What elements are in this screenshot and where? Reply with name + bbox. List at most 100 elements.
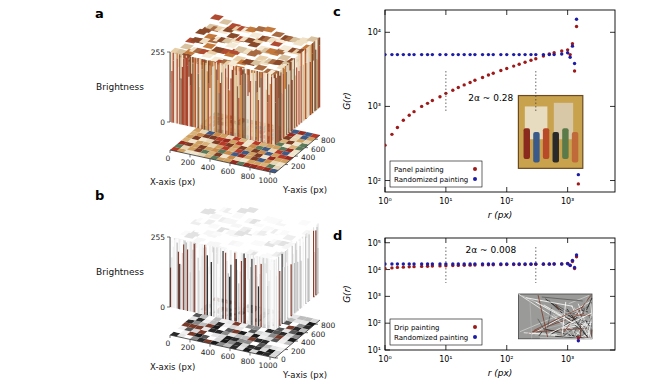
surface-front-top	[259, 257, 260, 274]
surface-front	[263, 258, 264, 328]
surface-front-top	[221, 248, 222, 258]
surface-front	[183, 244, 184, 310]
surface-front	[232, 70, 233, 136]
surface-front	[226, 261, 227, 319]
inset-figure	[533, 132, 539, 163]
surface-front-top	[243, 68, 244, 70]
surface-front-top	[204, 244, 205, 245]
surface-front-top	[208, 245, 209, 266]
fit-range-marker	[445, 247, 446, 283]
point	[575, 25, 578, 28]
x-tick	[385, 187, 386, 192]
surface-top	[271, 31, 285, 37]
surface-front	[258, 100, 259, 142]
surface-front-top	[174, 53, 175, 54]
surface-front-top	[236, 67, 237, 75]
surface-front	[217, 80, 218, 133]
point	[512, 64, 515, 67]
point	[571, 44, 574, 47]
point	[552, 53, 555, 56]
surface-front-top	[226, 250, 227, 262]
surface-front-top	[179, 54, 180, 80]
surface-front	[204, 245, 205, 315]
point	[560, 262, 563, 265]
surface-front	[234, 68, 235, 136]
surface-front	[213, 247, 214, 316]
points	[385, 18, 580, 186]
x-tick	[385, 345, 386, 350]
surface-side	[288, 248, 290, 318]
surface-front-top	[173, 53, 174, 61]
surface-front	[226, 77, 227, 134]
surface-front-top	[258, 256, 259, 286]
surface-side	[292, 246, 294, 316]
surface-front-top	[249, 69, 250, 92]
point	[517, 263, 520, 266]
x-tick-label: 1000	[258, 176, 277, 185]
surface-front	[221, 258, 222, 318]
x-tick-top	[385, 10, 386, 15]
point	[568, 264, 571, 267]
surface-front-top	[229, 250, 230, 276]
y-tick	[305, 332, 308, 333]
surface-front-top	[268, 259, 269, 281]
surface-top	[254, 212, 268, 218]
surface-front	[234, 253, 235, 322]
surface-front-top	[187, 56, 188, 65]
z-tick	[167, 122, 170, 123]
surface-front	[261, 264, 262, 327]
point	[444, 53, 447, 56]
surface-side	[304, 50, 306, 120]
surface-front-top	[200, 59, 201, 81]
surface-side	[295, 243, 297, 312]
legend-label: Randomized painting	[394, 176, 468, 184]
inset-painting	[518, 294, 592, 339]
surface-front-top	[272, 74, 273, 75]
point	[385, 143, 387, 146]
surface-side	[319, 228, 321, 292]
surface-front-top	[251, 70, 252, 73]
surface-front-top	[208, 60, 209, 83]
surface-front-top	[261, 72, 262, 78]
surface-front	[187, 65, 188, 126]
surface-front	[225, 68, 226, 134]
surface-top	[260, 235, 274, 241]
surface-front-top	[175, 238, 176, 240]
point	[505, 263, 508, 266]
surface-front	[240, 271, 241, 322]
y-tick-label: 10³	[368, 292, 381, 301]
surface-front	[196, 64, 197, 128]
point	[438, 262, 441, 265]
surface-front	[195, 243, 196, 313]
surface-side	[309, 234, 311, 301]
z-tick	[167, 52, 170, 53]
y-tick-label: 200	[291, 162, 306, 171]
inset-drip	[591, 303, 592, 316]
surface-front-top	[219, 248, 220, 277]
surface-top	[263, 27, 277, 33]
surface-front	[263, 73, 264, 142]
point	[575, 253, 578, 256]
surface-front	[201, 69, 202, 129]
surface-front	[257, 276, 258, 326]
surface-front	[255, 81, 256, 141]
surface-front-top	[209, 61, 210, 88]
surface-front-top	[177, 239, 178, 243]
surface-front-top	[216, 247, 217, 253]
point	[566, 48, 569, 51]
surface-front-top	[182, 55, 183, 67]
surface-front-top	[234, 66, 235, 68]
inset-drip	[564, 319, 588, 336]
surface-front	[177, 58, 178, 123]
surface-front	[236, 75, 237, 137]
surface-front-top	[266, 258, 267, 273]
surface-side	[318, 39, 320, 108]
surface-front	[266, 89, 267, 143]
point	[451, 262, 454, 265]
point	[463, 262, 466, 265]
x-tick-label: 0	[166, 154, 171, 163]
z-tick-label: 0	[160, 118, 165, 127]
point	[517, 262, 520, 265]
surface-front	[211, 262, 212, 316]
point	[505, 67, 508, 70]
